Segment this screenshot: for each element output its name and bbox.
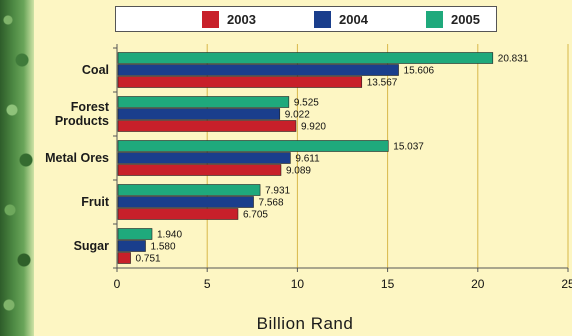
bar-2004 xyxy=(117,64,399,76)
x-tick-label: 10 xyxy=(291,277,305,291)
bar-value-label: 9.525 xyxy=(294,98,319,109)
bar-value-label: 9.022 xyxy=(285,110,310,121)
bar-value-label: 7.568 xyxy=(259,198,284,209)
x-axis-title: Billion Rand xyxy=(256,314,354,333)
bar-2003 xyxy=(117,252,131,264)
legend-item-2004: 2004 xyxy=(314,11,368,28)
bar-2003 xyxy=(117,164,282,176)
x-tick-label: 5 xyxy=(204,277,211,291)
bar-2005 xyxy=(117,96,290,108)
bar-value-label: 9.089 xyxy=(286,166,311,177)
x-tick-label: 25 xyxy=(561,277,572,291)
bar-2004 xyxy=(117,240,146,252)
bar-value-label: 1.580 xyxy=(151,242,176,253)
bar-value-label: 15.606 xyxy=(404,66,435,77)
bar-2004 xyxy=(117,196,254,208)
bar-2003 xyxy=(117,208,239,220)
category-label: Fruit xyxy=(81,195,110,209)
bar-2003 xyxy=(117,76,363,88)
x-tick-label: 20 xyxy=(471,277,485,291)
bar-value-label: 1.940 xyxy=(157,230,182,241)
bar-value-label: 7.931 xyxy=(265,186,290,197)
legend-swatch-2004 xyxy=(314,11,331,28)
bar-value-label: 13.567 xyxy=(367,78,398,89)
bar-value-label: 9.611 xyxy=(295,154,320,165)
bar-2005 xyxy=(117,184,261,196)
bar-2004 xyxy=(117,152,291,164)
category-label: Products xyxy=(55,114,109,128)
legend-item-2005: 2005 xyxy=(426,11,480,28)
x-tick-label: 0 xyxy=(114,277,121,291)
legend-label-2005: 2005 xyxy=(451,12,480,27)
bar-value-label: 6.705 xyxy=(243,210,268,221)
chart-legend: 2003 2004 2005 xyxy=(115,6,497,32)
bar-2005 xyxy=(117,140,389,152)
category-label: Sugar xyxy=(74,239,110,253)
category-label: Forest xyxy=(71,100,110,114)
legend-label-2003: 2003 xyxy=(227,12,256,27)
bar-2003 xyxy=(117,120,297,132)
legend-swatch-2005 xyxy=(426,11,443,28)
legend-label-2004: 2004 xyxy=(339,12,368,27)
legend-swatch-2003 xyxy=(202,11,219,28)
background-foliage-texture xyxy=(0,0,34,336)
category-label: Metal Ores xyxy=(45,151,109,165)
bar-2005 xyxy=(117,52,494,64)
bar-value-label: 9.920 xyxy=(301,122,326,133)
x-tick-label: 15 xyxy=(381,277,395,291)
category-label: Coal xyxy=(82,63,109,77)
bar-value-label: 20.831 xyxy=(498,54,529,65)
legend-item-2003: 2003 xyxy=(202,11,256,28)
bar-2004 xyxy=(117,108,281,120)
bar-value-label: 15.037 xyxy=(393,142,424,153)
bar-2005 xyxy=(117,228,153,240)
bar-value-label: 0.751 xyxy=(136,254,161,265)
